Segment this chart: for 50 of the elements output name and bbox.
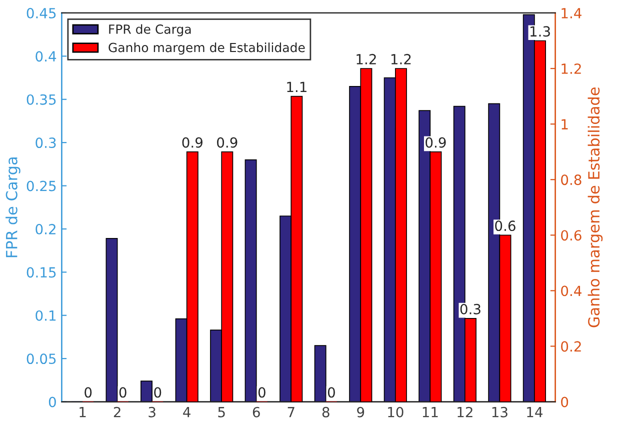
x-tick-label: 12: [458, 406, 472, 418]
data-label: 0.3: [460, 304, 480, 314]
y-tick-label: 0.05: [26, 354, 56, 364]
x-tick-label: 5: [218, 407, 225, 418]
data-label: 0: [328, 387, 335, 398]
x-tick-label: 3: [148, 406, 156, 418]
y-axis-title: FPR de Carga: [6, 157, 20, 258]
data-label: 1.3: [530, 26, 550, 37]
x-tick-label: 14: [527, 407, 542, 418]
data-label: 0.9: [426, 137, 446, 148]
y-tick-label: 0.45: [26, 8, 56, 18]
y-tick-label: 0.3: [36, 138, 56, 148]
y2-tick-label: 0.2: [561, 341, 581, 352]
legend-label: FPR de Carga: [109, 24, 191, 36]
y2-tick-label: 1.4: [562, 8, 582, 18]
y2-tick-label: 0.8: [561, 174, 582, 186]
data-label: 0.6: [495, 220, 516, 232]
x-tick-label: 9: [357, 406, 364, 418]
legend-label: Ganho margem de Estabilidade: [108, 42, 305, 55]
y-tick-label: 0.35: [26, 94, 56, 105]
data-label: 1.2: [391, 54, 411, 64]
y-tick-label: 0.25: [26, 180, 56, 192]
y-tick-label: 0.2: [36, 224, 56, 234]
y-tick-label: 0: [48, 396, 56, 408]
data-label: 0: [119, 387, 126, 398]
y2-tick-label: 1: [562, 119, 568, 130]
x-tick-label: 7: [288, 407, 294, 418]
y2-tick-label: 0: [561, 396, 568, 408]
data-label: 0.9: [217, 137, 238, 148]
x-tick-label: 1: [80, 407, 86, 418]
y-tick-label: 0.1: [36, 310, 56, 321]
data-label: 0.9: [182, 137, 202, 148]
data-label: 1.1: [287, 82, 306, 92]
x-tick-label: 10: [388, 406, 404, 418]
data-label: 0: [84, 387, 92, 398]
x-tick-label: 6: [252, 406, 260, 418]
data-label: 0: [258, 387, 266, 398]
x-tick-label: 8: [322, 406, 330, 418]
y2-tick-label: 0.6: [561, 230, 582, 241]
x-tick-label: 2: [114, 406, 120, 418]
x-tick-label: 4: [183, 407, 190, 418]
x-tick-label: 13: [492, 406, 508, 418]
data-label: 0: [154, 387, 162, 398]
x-tick-label: 11: [422, 407, 438, 418]
y2-tick-label: 1.2: [562, 63, 581, 74]
y2-tick-label: 0.4: [561, 286, 582, 296]
y-tick-label: 0.15: [26, 267, 56, 278]
y2-axis-title: Ganho margem de Estabilidade: [588, 87, 603, 328]
y-tick-label: 0.4: [36, 51, 56, 62]
data-label: 1.2: [356, 54, 376, 64]
